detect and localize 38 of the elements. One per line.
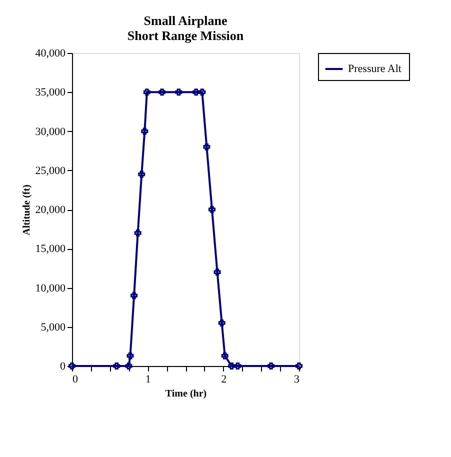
y-tick-label: 40,000: [35, 48, 66, 60]
x-tick-label: 2: [221, 374, 227, 386]
y-tick-label: 15,000: [35, 243, 66, 256]
point: [208, 206, 216, 213]
point: [158, 88, 166, 96]
point: [125, 362, 132, 370]
point: [113, 362, 120, 370]
x-axis-title: Time (hr): [165, 388, 207, 400]
point: [296, 362, 302, 370]
chart-title: Small Airplane Short Range Mission: [127, 13, 244, 43]
y-tick-label: 30,000: [35, 126, 66, 138]
point: [228, 362, 236, 370]
point: [218, 319, 226, 326]
point: [134, 229, 142, 236]
point: [221, 352, 228, 360]
legend-label: Pressure Alt: [348, 63, 402, 75]
point: [234, 362, 242, 370]
y-tick-label: 0: [60, 360, 66, 372]
y-tick-label: 5,000: [40, 321, 66, 334]
y-axis-title: Altitude (ft): [21, 184, 32, 236]
point: [175, 88, 182, 96]
point: [143, 88, 150, 96]
y-tick-label: 10,000: [35, 282, 66, 294]
point: [214, 268, 221, 276]
y-tick-label: 35,000: [35, 86, 66, 99]
x-tick-label: 3: [294, 374, 300, 386]
point: [268, 362, 274, 370]
y-tick-label: 25,000: [35, 164, 66, 177]
point: [130, 292, 138, 300]
x-tick-label: 0: [72, 374, 78, 386]
point: [141, 128, 148, 135]
point: [203, 143, 210, 150]
point: [198, 88, 206, 96]
point: [126, 352, 134, 360]
point: [192, 88, 200, 96]
point: [138, 170, 146, 178]
x-tick-label: 1: [145, 374, 151, 386]
y-tick-label: 20,000: [35, 204, 66, 216]
